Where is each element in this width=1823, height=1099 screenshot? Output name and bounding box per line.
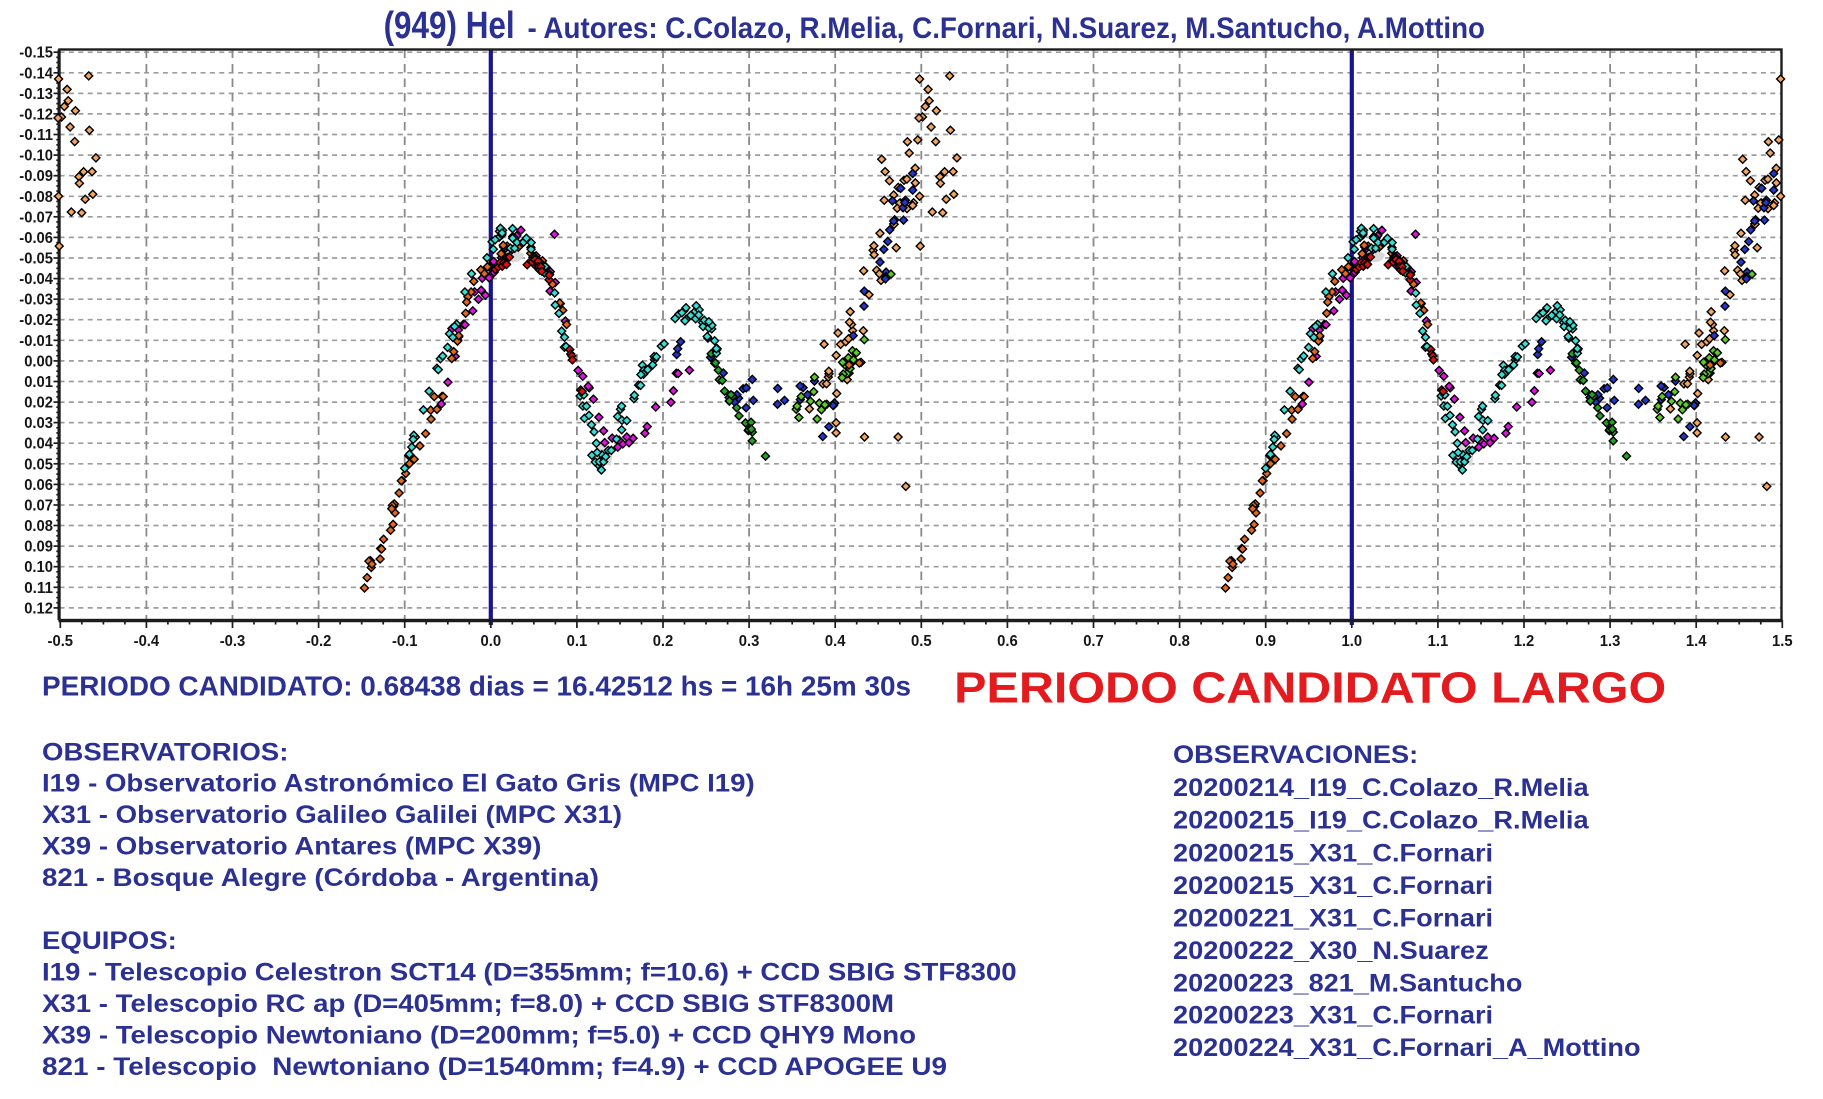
svg-text:20200214_I19_C.Colazo_R.Melia: 20200214_I19_C.Colazo_R.Melia	[1173, 774, 1590, 802]
svg-text:1.3: 1.3	[1600, 633, 1621, 650]
svg-text:-0.10: -0.10	[19, 148, 53, 165]
svg-text:-0.3: -0.3	[220, 633, 246, 650]
svg-text:0.02: 0.02	[24, 395, 53, 412]
svg-text:X39 - Telescopio Newtoniano (D: X39 - Telescopio Newtoniano (D=200mm; f=…	[42, 1022, 916, 1050]
svg-text:0.8: 0.8	[1169, 633, 1190, 650]
svg-text:0.11: 0.11	[24, 580, 53, 597]
svg-text:-0.5: -0.5	[48, 633, 74, 650]
svg-text:0.5: 0.5	[911, 633, 932, 650]
svg-text:(949) Hel: (949) Hel	[384, 5, 515, 47]
svg-text:20200215_I19_C.Colazo_R.Melia: 20200215_I19_C.Colazo_R.Melia	[1173, 807, 1590, 835]
svg-text:-0.14: -0.14	[19, 65, 53, 82]
svg-text:0.6: 0.6	[997, 633, 1018, 650]
svg-text:-0.02: -0.02	[19, 312, 53, 329]
svg-text:PERIODO CANDIDATO LARGO: PERIODO CANDIDATO LARGO	[954, 665, 1666, 713]
svg-text:-0.04: -0.04	[19, 271, 53, 288]
svg-text:821 - Bosque Alegre (Córdoba -: 821 - Bosque Alegre (Córdoba - Argentina…	[42, 864, 599, 892]
svg-text:-0.03: -0.03	[19, 292, 53, 309]
svg-text:1.5: 1.5	[1772, 633, 1793, 650]
svg-text:0.3: 0.3	[739, 633, 760, 650]
svg-text:-0.08: -0.08	[19, 189, 53, 206]
svg-text:I19 - Observatorio Astronómico: I19 - Observatorio Astronómico El Gato G…	[42, 770, 755, 798]
svg-text:-0.12: -0.12	[19, 106, 53, 123]
svg-text:OBSERVACIONES:: OBSERVACIONES:	[1173, 741, 1418, 769]
svg-text:X39 - Observatorio Antares (MP: X39 - Observatorio Antares (MPC X39)	[42, 833, 542, 861]
svg-text:-0.05: -0.05	[19, 251, 53, 268]
svg-text:-0.09: -0.09	[19, 168, 53, 185]
svg-text:X31 - Observatorio Galileo Gal: X31 - Observatorio Galileo Galilei (MPC …	[42, 801, 622, 829]
svg-text:0.1: 0.1	[567, 633, 588, 650]
svg-text:0.00: 0.00	[24, 353, 53, 370]
svg-text:821 - Telescopio Newtoniano (: 821 - Telescopio Newtoniano (D=1540mm; f…	[42, 1053, 947, 1081]
svg-text:20200215_X31_C.Fornari: 20200215_X31_C.Fornari	[1173, 872, 1493, 900]
svg-text:1.4: 1.4	[1686, 633, 1707, 650]
svg-text:-0.1: -0.1	[392, 633, 418, 650]
svg-text:0.12: 0.12	[24, 600, 53, 617]
svg-text:X31 - Telescopio RC ap (D=405m: X31 - Telescopio RC ap (D=405mm; f=8.0) …	[42, 990, 894, 1018]
svg-text:0.01: 0.01	[24, 374, 53, 391]
svg-text:-0.13: -0.13	[19, 86, 53, 103]
svg-text:-0.15: -0.15	[19, 45, 53, 62]
svg-text:20200215_X31_C.Fornari: 20200215_X31_C.Fornari	[1173, 840, 1493, 868]
svg-text:0.03: 0.03	[24, 415, 53, 432]
svg-text:0.08: 0.08	[24, 518, 53, 535]
svg-text:-0.4: -0.4	[134, 633, 160, 650]
svg-text:EQUIPOS:: EQUIPOS:	[42, 927, 177, 955]
svg-text:OBSERVATORIOS:: OBSERVATORIOS:	[42, 738, 288, 766]
svg-text:1.2: 1.2	[1514, 633, 1535, 650]
svg-text:0.9: 0.9	[1255, 633, 1276, 650]
svg-text:1.1: 1.1	[1428, 633, 1449, 650]
svg-text:0.10: 0.10	[24, 559, 53, 576]
svg-text:-0.2: -0.2	[306, 633, 332, 650]
svg-text:20200224_X31_C.Fornari_A_Motti: 20200224_X31_C.Fornari_A_Mottino	[1173, 1034, 1641, 1062]
svg-text:I19 - Telescopio Celestron SCT: I19 - Telescopio Celestron SCT14 (D=355m…	[42, 959, 1017, 987]
svg-text:-0.07: -0.07	[19, 209, 53, 226]
svg-text:0.4: 0.4	[825, 633, 846, 650]
svg-text:1.0: 1.0	[1342, 633, 1363, 650]
svg-text:0.0: 0.0	[481, 633, 502, 650]
svg-text:20200222_X30_N.Suarez: 20200222_X30_N.Suarez	[1173, 937, 1489, 965]
svg-text:0.07: 0.07	[24, 498, 53, 515]
svg-text:0.04: 0.04	[24, 436, 53, 453]
svg-text:20200221_X31_C.Fornari: 20200221_X31_C.Fornari	[1173, 905, 1493, 933]
svg-text:0.05: 0.05	[24, 456, 53, 473]
svg-text:0.2: 0.2	[653, 633, 674, 650]
svg-text:-0.06: -0.06	[19, 230, 53, 247]
svg-text:0.7: 0.7	[1083, 633, 1104, 650]
svg-text:- Autores: C.Colazo, R.Melia,: - Autores: C.Colazo, R.Melia, C.Fornari,…	[528, 12, 1486, 45]
svg-text:20200223_X31_C.Fornari: 20200223_X31_C.Fornari	[1173, 1002, 1493, 1030]
svg-text:-0.01: -0.01	[19, 333, 53, 350]
svg-text:20200223_821_M.Santucho: 20200223_821_M.Santucho	[1173, 969, 1522, 997]
svg-text:-0.11: -0.11	[19, 127, 53, 144]
svg-text:0.06: 0.06	[24, 477, 53, 494]
svg-text:PERIODO CANDIDATO: 0.68438 dia: PERIODO CANDIDATO: 0.68438 dias = 16.425…	[42, 671, 911, 702]
svg-text:0.09: 0.09	[24, 539, 53, 556]
